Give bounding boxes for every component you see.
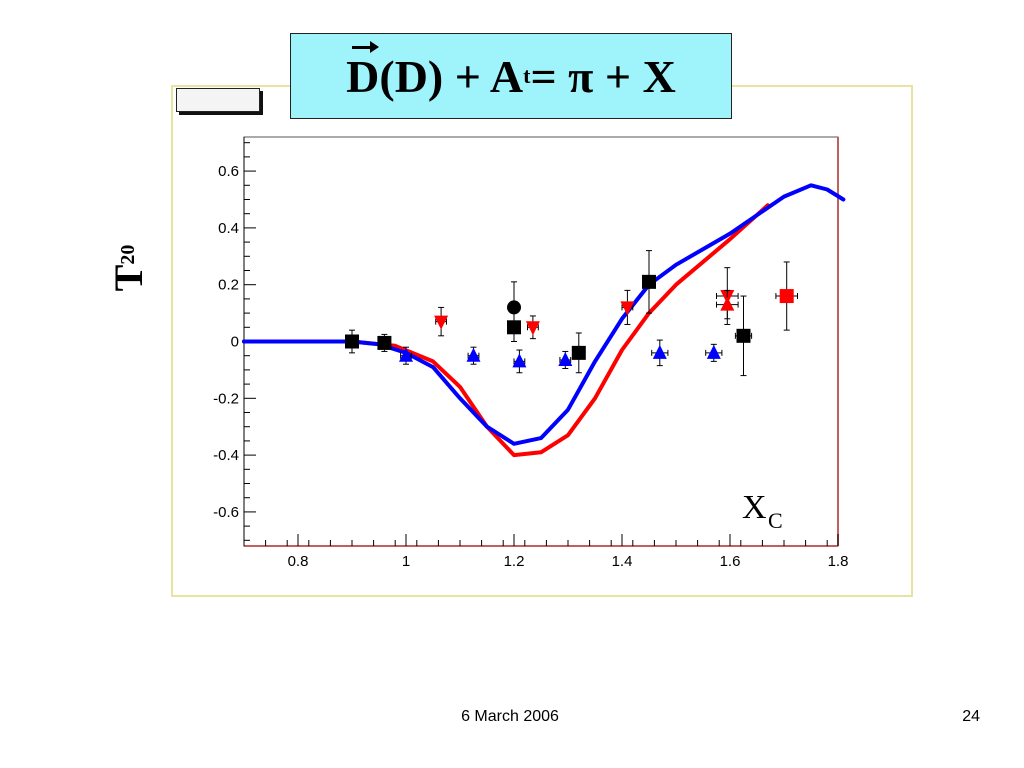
data-point-square — [345, 334, 359, 349]
x-tick-label: 1.8 — [828, 553, 849, 570]
x-axis-label: X — [742, 489, 767, 526]
title-subscript: t — [523, 63, 531, 88]
data-point-circle — [507, 300, 521, 315]
x-tick-label: 1.6 — [720, 553, 741, 570]
y-tick-label: 0.2 — [218, 277, 239, 294]
data-point-triangle-up — [720, 296, 735, 311]
data-point-square — [571, 345, 586, 360]
data-point-triangle-down — [525, 321, 540, 336]
title-vector-d: D — [346, 40, 380, 102]
x-tick-label: 0.8 — [288, 553, 309, 570]
title-part: (D) + A — [379, 50, 524, 102]
model-curve — [242, 203, 770, 458]
data-point-triangle-down — [434, 315, 449, 330]
y-tick-label: 0 — [231, 334, 239, 351]
data-point-square — [779, 289, 794, 304]
data-point-triangle-up — [512, 353, 527, 368]
data-point-triangle-up — [399, 347, 413, 362]
y-tick-label: -0.2 — [213, 390, 239, 407]
y-tick-label: 0.6 — [218, 163, 239, 180]
x-tick-label: 1 — [402, 553, 410, 570]
data-point-square — [642, 274, 656, 289]
y-tick-label: -0.4 — [213, 447, 239, 464]
data-point-square — [736, 328, 751, 343]
data-point-triangle-up — [706, 344, 721, 359]
data-point-triangle-up — [652, 344, 667, 359]
title-tail: = π + X — [530, 50, 676, 102]
footer-date: 6 March 2006 — [461, 708, 559, 725]
legend-placeholder-box — [176, 88, 260, 112]
footer-page-number: 24 — [962, 708, 980, 725]
y-tick-label: -0.6 — [213, 504, 239, 521]
x-axis-label-sub: C — [768, 508, 783, 533]
data-point-triangle-up — [558, 351, 573, 366]
y-tick-label: 0.4 — [218, 220, 239, 237]
data-point-triangle-up — [466, 347, 481, 362]
x-tick-label: 1.2 — [504, 553, 525, 570]
data-point-triangle-down — [620, 301, 635, 316]
x-tick-label: 1.4 — [612, 553, 633, 570]
data-point-square — [377, 335, 392, 350]
